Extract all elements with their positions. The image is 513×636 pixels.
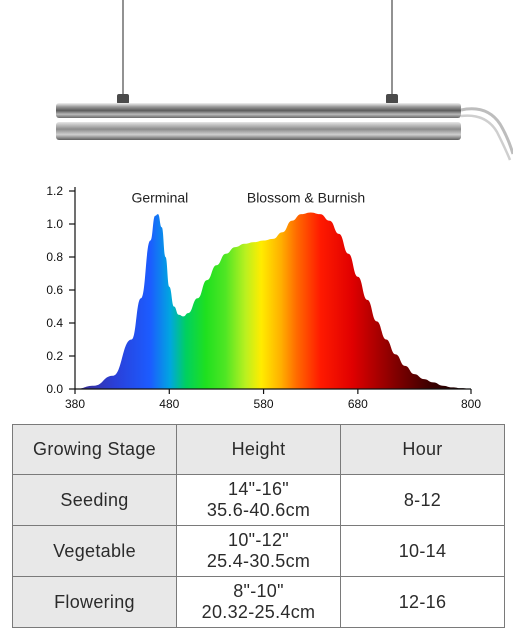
x-tick-label: 800 [461,397,481,411]
x-tick-label: 380 [65,397,85,411]
clip-right [386,94,398,104]
height-cm: 25.4-30.5cm [206,551,311,571]
height-cell: 14"-16" 35.6-40.6cm [176,474,341,526]
height-inches: 10"-12" [228,530,289,550]
stage-cell: Flowering [12,576,177,628]
y-tick-label: 0.0 [46,382,63,396]
germinal-label: Germinal [131,190,188,206]
spectrum-chart: 0.0 0.2 0.4 0.6 0.8 1.0 1.2 380 480 580 680 800 Germ… [46,184,481,411]
height-cm: 20.32-25.4cm [201,602,316,622]
header-height: Height [176,424,341,475]
power-cord [460,107,513,155]
blossom-burnish-label: Blossom & Burnish [247,190,365,206]
hour-cell: 8-12 [340,474,505,526]
hour-cell: 12-16 [340,576,505,628]
stage-cell: Seeding [12,474,177,526]
table-row: Vegetable 10"-12" 25.4-30.5cm 10-14 [12,525,505,577]
height-cm: 35.6-40.6cm [206,500,311,520]
y-tick-label: 1.2 [46,184,63,198]
y-tick-label: 0.8 [46,250,63,264]
y-tick-label: 0.2 [46,349,63,363]
height-cell: 8"-10" 20.32-25.4cm [176,576,341,628]
table-row: Seeding 14"-16" 35.6-40.6cm 8-12 [12,474,505,526]
led-grow-light-bar-icon [56,0,513,161]
table-header-row: Growing Stage Height Hour [12,424,505,475]
x-tick-label: 480 [159,397,179,411]
clip-left [117,94,129,104]
spectrum-area [75,212,471,389]
light-bar-bottom [56,122,461,140]
x-tick-label: 680 [348,397,368,411]
table-row: Flowering 8"-10" 20.32-25.4cm 12-16 [12,576,505,628]
header-hour: Hour [340,424,505,475]
growing-stage-table: Growing Stage Height Hour Seeding 14"-16… [12,424,505,628]
hour-cell: 10-14 [340,525,505,577]
stage-cell: Vegetable [12,525,177,577]
height-cell: 10"-12" 25.4-30.5cm [176,525,341,577]
x-tick-label: 580 [254,397,274,411]
height-inches: 14"-16" [228,479,289,499]
y-tick-label: 1.0 [46,217,63,231]
y-tick-label: 0.4 [46,316,63,330]
y-tick-label: 0.6 [46,283,63,297]
header-growing-stage: Growing Stage [12,424,177,475]
light-bar-top [56,103,461,118]
height-inches: 8"-10" [233,581,284,601]
